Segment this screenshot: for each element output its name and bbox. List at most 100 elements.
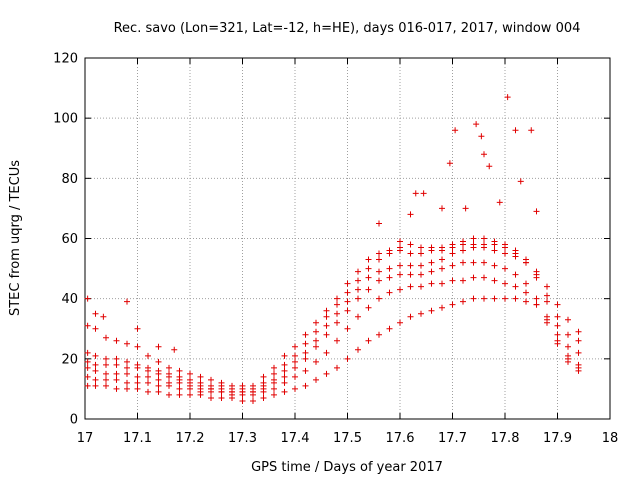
data-point-arc-c <box>439 265 445 272</box>
data-point-arc-b <box>103 376 109 383</box>
data-point-arc-f <box>365 256 372 263</box>
data-point-arc-d <box>355 286 361 293</box>
data-point-arc-d <box>271 376 277 383</box>
data-point-arc-b <box>344 325 351 332</box>
data-point-arc-e <box>512 247 519 254</box>
data-point-arc-e <box>334 301 340 308</box>
data-point-arc-c <box>124 370 130 377</box>
data-point-arc-c <box>365 286 372 293</box>
data-point-arc-e <box>92 352 99 359</box>
data-point-arc-c <box>533 295 540 302</box>
data-point-arc-e <box>344 289 351 296</box>
data-point-outliers <box>134 325 141 332</box>
data-point-arc-f <box>218 379 225 386</box>
data-point-arc-b <box>323 349 330 356</box>
data-point-arc-d <box>407 262 414 269</box>
data-point-arc-f <box>554 301 561 308</box>
data-point-arc-c <box>481 259 487 266</box>
data-point-arc-a <box>113 385 120 392</box>
data-point-arc-a <box>355 346 361 353</box>
data-point-arc-c <box>281 373 288 380</box>
data-point-arc-c <box>544 316 550 323</box>
data-point-arc-f <box>376 250 382 257</box>
data-point-arc-a <box>334 364 340 371</box>
data-point-outliers <box>533 208 540 215</box>
data-point-arc-b <box>523 289 529 296</box>
data-point-arc-e <box>355 277 361 284</box>
data-point-arc-a <box>187 391 193 398</box>
data-point-arc-e <box>187 376 193 383</box>
data-point-arc-b <box>92 376 99 383</box>
x-axis-label: GPS time / Days of year 2017 <box>251 460 443 475</box>
data-point-arc-e <box>418 250 424 257</box>
data-point-arc-c <box>418 271 424 278</box>
data-point-arc-e <box>470 235 477 242</box>
data-point-arc-a <box>313 376 319 383</box>
data-point-arc-d <box>124 364 130 371</box>
data-point-outliers <box>100 313 107 320</box>
data-point-outliers <box>92 310 99 317</box>
data-point-arc-f <box>113 337 120 344</box>
data-point-arc-c <box>84 364 91 371</box>
y-tick-label: 60 <box>61 232 78 247</box>
data-point-arc-e <box>271 370 277 377</box>
data-point-arc-c <box>502 265 508 272</box>
data-point-arc-f <box>145 352 151 359</box>
data-point-arc-b <box>470 274 477 281</box>
data-point-arc-b <box>376 295 382 302</box>
data-point-arc-b <box>386 289 393 296</box>
data-point-arc-f <box>533 268 540 275</box>
data-point-arc-f <box>187 370 193 377</box>
x-tick-label: 17.5 <box>333 431 362 446</box>
data-point-arc-f <box>386 247 393 254</box>
data-point-arc-b <box>397 286 403 293</box>
data-point-arc-a <box>428 307 435 314</box>
data-point-arc-a <box>397 319 403 326</box>
data-point-arc-e <box>407 250 414 257</box>
data-point-arc-e <box>84 349 91 356</box>
data-point-arc-c <box>134 373 141 380</box>
data-point-arc-a <box>271 391 277 398</box>
x-tick-label: 17.2 <box>176 431 205 446</box>
data-point-arc-d <box>439 256 445 263</box>
data-point-outliers <box>504 94 511 101</box>
data-point-arc-b <box>533 301 540 308</box>
data-point-arc-e <box>491 238 498 245</box>
data-point-arc-e <box>376 256 382 263</box>
data-point-outliers <box>124 298 130 305</box>
data-point-arc-a <box>134 385 141 392</box>
data-point-arc-c <box>155 376 162 383</box>
data-point-outliers <box>462 205 469 212</box>
data-point-arc-a <box>386 325 393 332</box>
x-tick-label: 17.4 <box>281 431 310 446</box>
data-point-arc-c <box>344 307 351 314</box>
data-point-arc-f <box>502 250 508 257</box>
data-point-arc-a <box>344 355 351 362</box>
data-point-arc-d <box>565 343 571 350</box>
data-point-arc-a <box>449 301 456 308</box>
data-point-arc-a <box>407 313 414 320</box>
data-point-arc-c <box>92 367 99 374</box>
data-point-arc-e <box>302 340 309 347</box>
data-point-arc-c <box>460 259 466 266</box>
data-point-arc-f <box>124 340 130 347</box>
data-point-arc-f <box>271 364 277 371</box>
data-point-arc-b <box>502 280 508 287</box>
data-point-arc-f <box>229 382 235 389</box>
data-point-arc-b <box>491 277 498 284</box>
data-point-outliers <box>452 127 459 134</box>
data-point-arc-b <box>428 280 435 287</box>
data-point-arc-c <box>334 319 340 326</box>
data-point-arc-a <box>124 385 130 392</box>
data-point-arc-b <box>145 379 151 386</box>
data-point-arc-a <box>84 382 91 389</box>
data-point-arc-b <box>365 304 372 311</box>
data-point-outliers <box>486 163 493 170</box>
data-point-arc-e <box>323 313 330 320</box>
data-point-arc-a <box>491 295 498 302</box>
data-point-arc-a <box>523 298 529 305</box>
data-point-arc-a <box>439 304 445 311</box>
data-point-arc-e <box>166 370 172 377</box>
data-point-arc-e <box>365 265 372 272</box>
data-point-arc-f <box>344 280 351 287</box>
